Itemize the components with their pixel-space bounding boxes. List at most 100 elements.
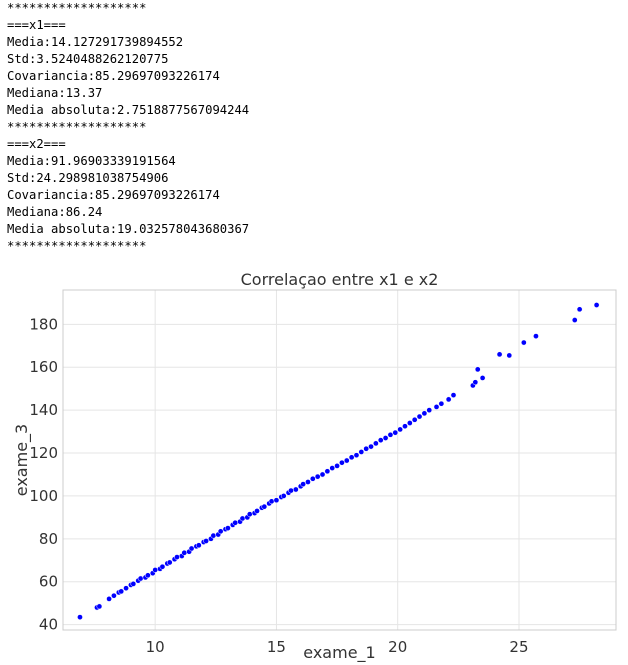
data-point	[174, 554, 180, 560]
data-point	[474, 366, 481, 373]
console-line: Media:91.96903339191564	[7, 154, 176, 168]
data-point	[203, 538, 209, 544]
data-point	[343, 457, 350, 464]
console-line: ===x2===	[7, 137, 66, 151]
data-point	[329, 465, 336, 471]
y-tick-label: 80	[39, 530, 58, 548]
console-line: Media absoluta:2.7518877567094244	[7, 103, 250, 117]
data-point	[300, 481, 306, 487]
data-point	[111, 592, 117, 599]
data-point	[445, 396, 452, 403]
data-point	[520, 339, 527, 346]
data-point	[268, 498, 275, 505]
data-point	[106, 596, 112, 602]
data-point	[324, 468, 331, 475]
data-point	[402, 423, 408, 430]
data-point	[382, 435, 389, 441]
y-tick-label: 180	[29, 315, 58, 333]
data-point	[288, 487, 294, 494]
data-point	[188, 545, 195, 552]
x-tick-label: 10	[146, 638, 165, 656]
data-point	[416, 413, 423, 420]
data-point	[159, 563, 166, 570]
data-point	[273, 497, 280, 504]
data-point	[387, 431, 394, 438]
data-point	[123, 585, 129, 592]
data-point	[496, 351, 503, 358]
console-line: Std:24.298981038754906	[7, 171, 169, 185]
data-point	[373, 440, 379, 447]
data-point	[334, 463, 340, 469]
data-point	[358, 449, 365, 455]
data-point	[576, 306, 583, 313]
data-point	[261, 503, 268, 510]
data-point	[166, 559, 173, 566]
console-line: Mediana:13.37	[7, 86, 103, 100]
plot-frame	[62, 289, 617, 631]
data-point	[571, 317, 578, 323]
data-point	[397, 426, 403, 433]
y-tick-label: 60	[39, 573, 58, 591]
data-point	[392, 429, 399, 436]
data-point	[411, 416, 418, 423]
data-point	[406, 420, 413, 426]
data-point	[472, 379, 479, 386]
console-line: *******************	[7, 120, 147, 134]
console-line: Media:14.127291739894552	[7, 35, 184, 49]
console-line: Media absoluta:19.032578043680367	[7, 222, 250, 236]
data-point	[314, 473, 321, 480]
data-point	[246, 511, 253, 518]
data-point	[232, 519, 239, 526]
x-tick-label: 25	[509, 638, 528, 656]
console-line: Mediana:86.24	[7, 205, 103, 219]
data-point	[239, 515, 246, 522]
data-point	[479, 375, 486, 381]
data-point	[77, 614, 83, 620]
data-point	[319, 471, 326, 478]
scatter-chart: 10 15 20 25 40 60 80 100 120 140 160 180 Correlaçao …	[12, 270, 617, 663]
data-point	[217, 528, 224, 535]
y-tick-label: 140	[29, 401, 58, 419]
data-point	[254, 508, 260, 514]
x-tick-label: 15	[267, 638, 286, 656]
data-point	[225, 525, 231, 531]
data-point	[96, 603, 103, 610]
y-tick-label: 40	[39, 616, 58, 634]
data-point	[377, 437, 384, 444]
console-line: Covariancia:85.29697093226174	[7, 69, 220, 83]
data-point	[421, 410, 428, 417]
data-point	[438, 400, 445, 407]
data-point	[353, 452, 360, 459]
data-point	[152, 567, 159, 573]
console-line: ===x1===	[7, 18, 66, 32]
data-point	[195, 542, 202, 549]
data-point	[292, 486, 299, 493]
data-point	[348, 454, 355, 461]
data-point	[533, 333, 539, 339]
console-line: *******************	[7, 239, 147, 253]
data-point	[118, 588, 125, 595]
console-line: Std:3.5240488262120775	[7, 52, 169, 66]
y-tick-label: 100	[29, 487, 58, 505]
y-tick-label: 120	[29, 444, 58, 462]
x-tick-label: 20	[388, 638, 407, 656]
data-point	[593, 302, 600, 308]
data-point	[368, 443, 374, 450]
console-output: ******************* ===x1=== Media:14.1272…	[7, 0, 249, 255]
data-point	[145, 572, 151, 579]
data-point	[130, 581, 137, 587]
data-point	[280, 493, 287, 499]
y-axis-label: exame_3	[12, 424, 32, 496]
chart-title: Correlaçao entre x1 e x2	[241, 270, 439, 289]
data-point	[181, 549, 188, 556]
data-point	[339, 459, 345, 466]
x-axis-label: exame_1	[303, 643, 375, 663]
data-point	[305, 479, 311, 485]
data-point	[137, 575, 144, 582]
y-tick-label: 160	[29, 358, 58, 376]
data-point	[309, 475, 316, 482]
data-point	[433, 404, 440, 410]
data-point	[506, 352, 513, 359]
console-line: *******************	[7, 1, 147, 15]
data-point	[363, 445, 370, 452]
